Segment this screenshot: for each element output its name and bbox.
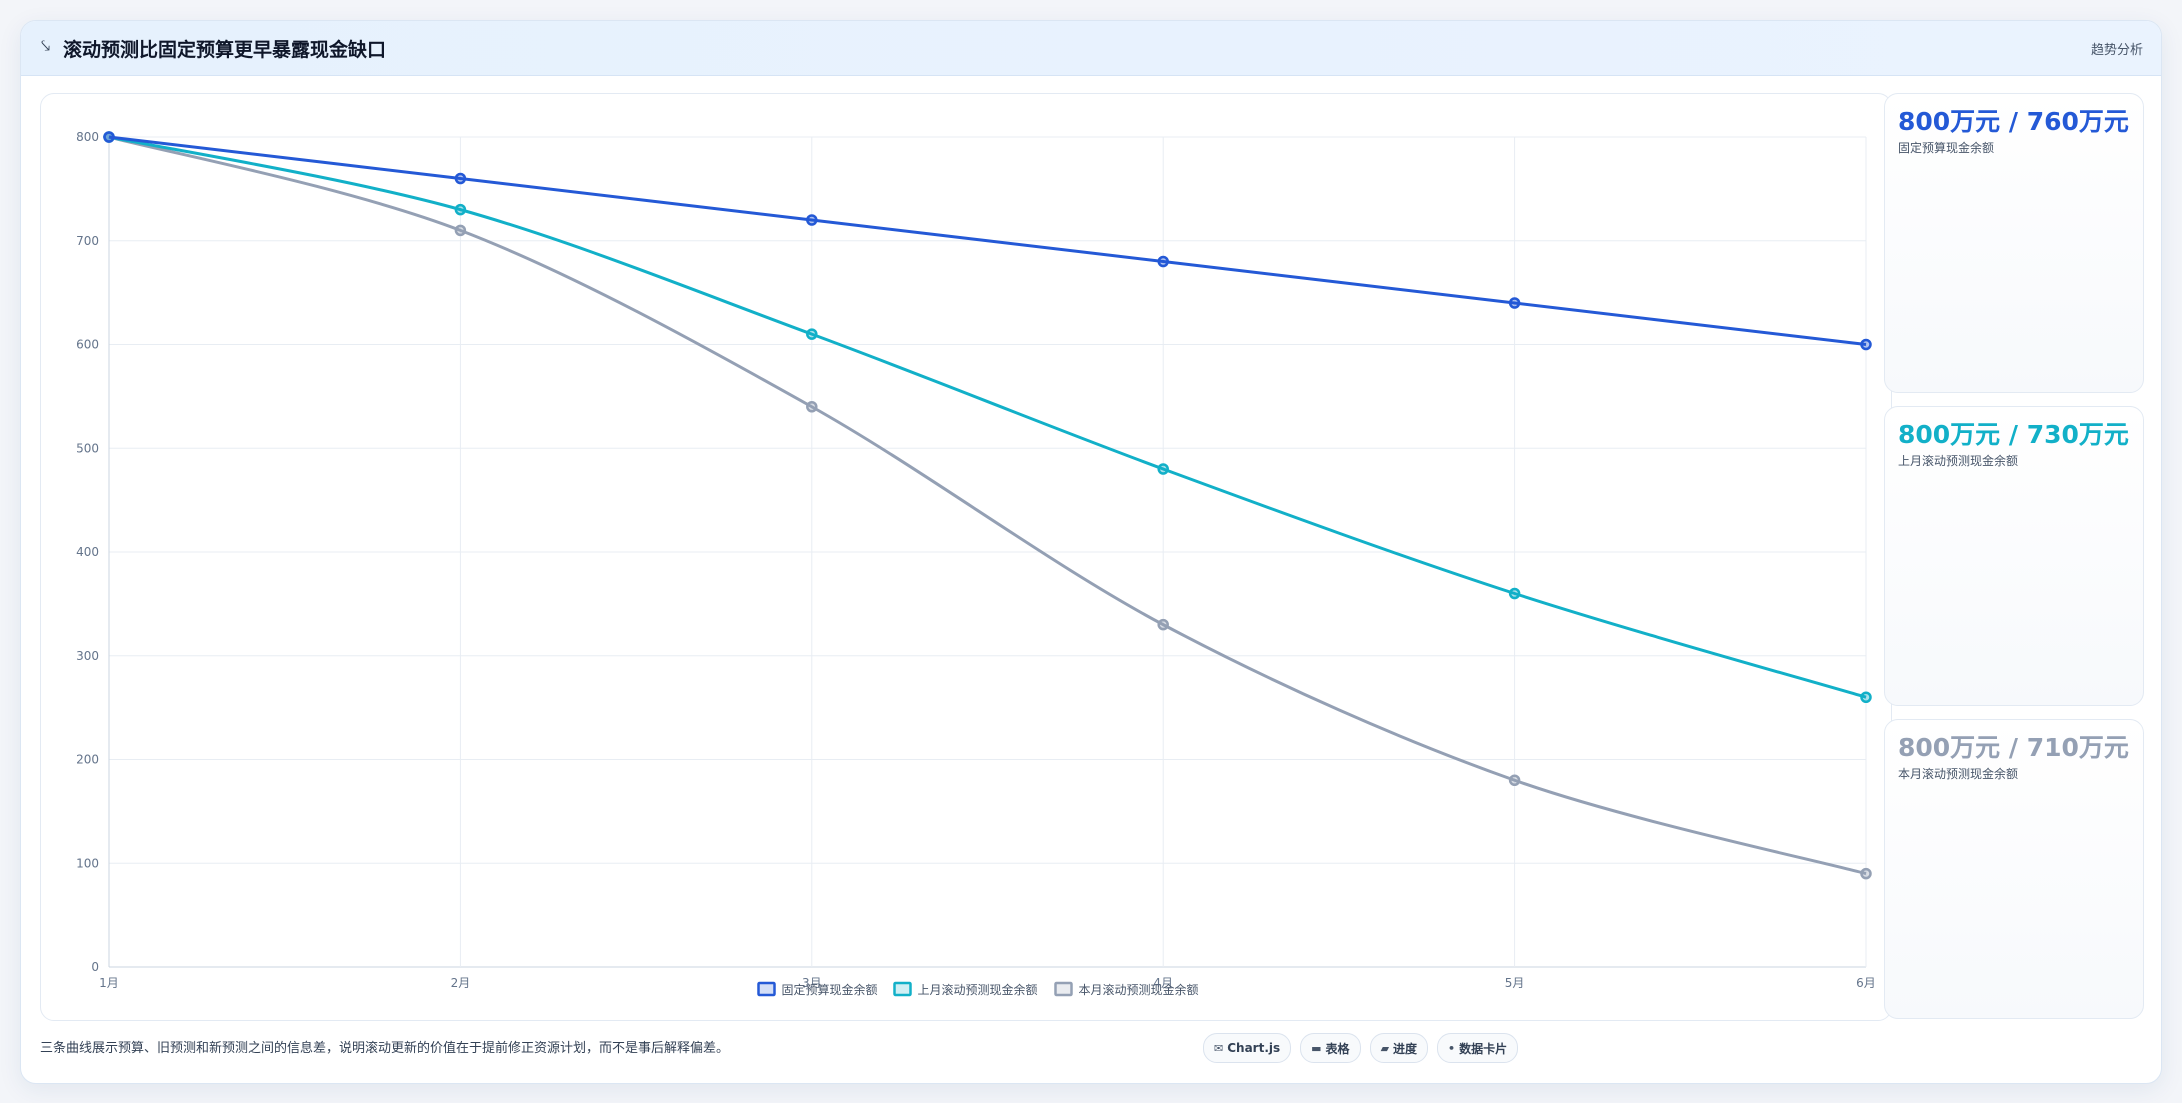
line-chart: 0 100 200 300 400 500 600 700 800 1月 2月 3月 4月 5月 6月 固定预… — [76, 130, 1876, 997]
legend-swatch — [757, 981, 776, 997]
legend-label: 固定预算现金余额 — [782, 982, 878, 997]
data-point — [806, 328, 818, 340]
kpi-label: 本月滚动预测现金余额 — [1898, 767, 2019, 781]
data-point — [1157, 255, 1169, 268]
legend-swatch — [893, 981, 912, 997]
data-point — [1508, 297, 1521, 309]
y-tick-label: 300 — [76, 649, 99, 663]
legend-label: 上月滚动预测现金余额 — [918, 982, 1038, 997]
data-point — [1860, 691, 1872, 703]
kpi-card-last-month-forecast: 800万元 / 730万元 上月滚动预测现金余额 — [1884, 406, 2144, 706]
data-point — [1157, 618, 1169, 631]
kpi-card-this-month-forecast: 800万元 / 710万元 本月滚动预测现金余额 — [1884, 719, 2144, 1019]
header-tag: 趋势分析 — [2090, 43, 2143, 58]
chip-chartjs[interactable]: ✉ Chart.js — [1203, 1033, 1292, 1063]
chip-label: Chart.js — [1227, 1041, 1281, 1055]
data-point — [454, 203, 467, 216]
data-point — [454, 224, 467, 237]
data-point — [1508, 587, 1521, 600]
y-tick-label: 800 — [76, 130, 99, 144]
card-header: ⤥ 滚动预测比固定预算更早暴露现金缺口 趋势分析 — [21, 21, 2161, 76]
x-tick-label: 4月 — [1153, 976, 1173, 990]
chip-data-card[interactable]: • 数据卡片 — [1437, 1033, 1519, 1063]
chip-label: 进度 — [1393, 1041, 1418, 1056]
legend-label: 本月滚动预测现金余额 — [1079, 982, 1199, 997]
chart-panel: 0 100 200 300 400 500 600 700 800 1月 2月 3月 4月 5月 6月 固定预… — [40, 93, 1892, 1021]
x-tick-label: 3月 — [802, 976, 822, 990]
x-tick-label: 2月 — [451, 976, 471, 990]
chip-table[interactable]: ▬ 表格 — [1300, 1033, 1361, 1063]
table-icon: ▬ — [1311, 1041, 1322, 1055]
kpi-label: 固定预算现金余额 — [1898, 141, 1995, 155]
y-tick-label: 700 — [76, 234, 99, 248]
series-line-2 — [108, 135, 1867, 876]
chip-label: 表格 — [1325, 1041, 1350, 1056]
y-tick-label: 400 — [76, 545, 99, 559]
series-line-0 — [108, 135, 1867, 346]
data-point — [1157, 463, 1169, 475]
card-icon: • — [1448, 1041, 1456, 1055]
chart-caption: 三条曲线展示预算、旧预测和新预测之间的信息差，说明滚动更新的价值在于提前修正资源… — [40, 1041, 730, 1056]
kpi-label: 上月滚动预测现金余额 — [1898, 454, 2019, 468]
kpi-value: 800万元 / 710万元 — [1898, 733, 2129, 762]
data-point — [454, 172, 467, 185]
data-point — [806, 401, 818, 413]
dashboard-card: ⤥ 滚动预测比固定预算更早暴露现金缺口 趋势分析 0 100 200 300 400 50… — [20, 20, 2162, 1084]
chip-progress[interactable]: ▰ 进度 — [1369, 1033, 1429, 1063]
progress-icon: ▰ — [1380, 1041, 1390, 1055]
y-tick-label: 100 — [76, 856, 99, 870]
y-tick-label: 0 — [91, 960, 99, 974]
data-point — [1860, 338, 1872, 351]
chart-icon: ✉ — [1214, 1041, 1224, 1055]
kpi-value: 800万元 / 760万元 — [1898, 107, 2129, 136]
kpi-card-fixed-budget: 800万元 / 760万元 固定预算现金余额 — [1884, 93, 2144, 393]
data-point — [806, 214, 818, 226]
chip-label: 数据卡片 — [1459, 1041, 1508, 1056]
legend-swatch — [1054, 981, 1073, 997]
x-tick-label: 5月 — [1505, 976, 1525, 990]
series-line-1 — [108, 135, 1867, 699]
kpi-value: 800万元 / 730万元 — [1898, 420, 2129, 449]
data-point — [1508, 774, 1521, 786]
y-tick-label: 600 — [76, 338, 99, 352]
y-tick-label: 200 — [76, 753, 99, 767]
x-tick-label: 6月 — [1856, 976, 1876, 990]
data-point — [1860, 867, 1872, 880]
card-title: 滚动预测比固定预算更早暴露现金缺口 — [63, 39, 387, 61]
feature-chips: ✉ Chart.js ▬ 表格 ▰ 进度 • 数据卡片 — [1203, 1033, 1519, 1063]
chart-trend-icon: ⤥ — [41, 36, 51, 55]
data-point — [103, 131, 115, 143]
y-tick-label: 500 — [76, 441, 99, 455]
x-tick-label: 1月 — [99, 976, 119, 990]
